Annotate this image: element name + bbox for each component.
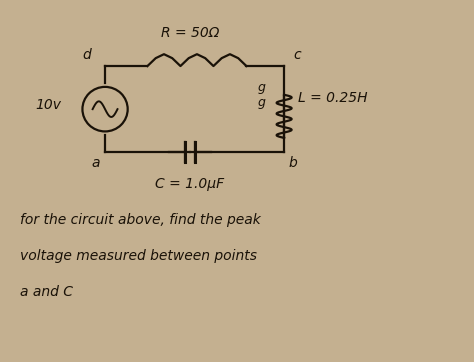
Text: L = 0.25H: L = 0.25H bbox=[298, 91, 368, 105]
Text: R = 50Ω: R = 50Ω bbox=[161, 26, 219, 40]
Text: 10v: 10v bbox=[36, 98, 62, 112]
Text: a and C: a and C bbox=[20, 285, 73, 299]
Text: a: a bbox=[91, 156, 100, 170]
Text: C = 1.0μF: C = 1.0μF bbox=[155, 177, 225, 191]
Text: c: c bbox=[293, 48, 301, 62]
Text: voltage measured between points: voltage measured between points bbox=[20, 249, 257, 263]
Text: g: g bbox=[257, 96, 265, 109]
Text: d: d bbox=[82, 48, 91, 62]
Text: b: b bbox=[289, 156, 298, 170]
Text: for the circuit above, find the peak: for the circuit above, find the peak bbox=[20, 213, 261, 227]
Text: g: g bbox=[257, 81, 265, 94]
